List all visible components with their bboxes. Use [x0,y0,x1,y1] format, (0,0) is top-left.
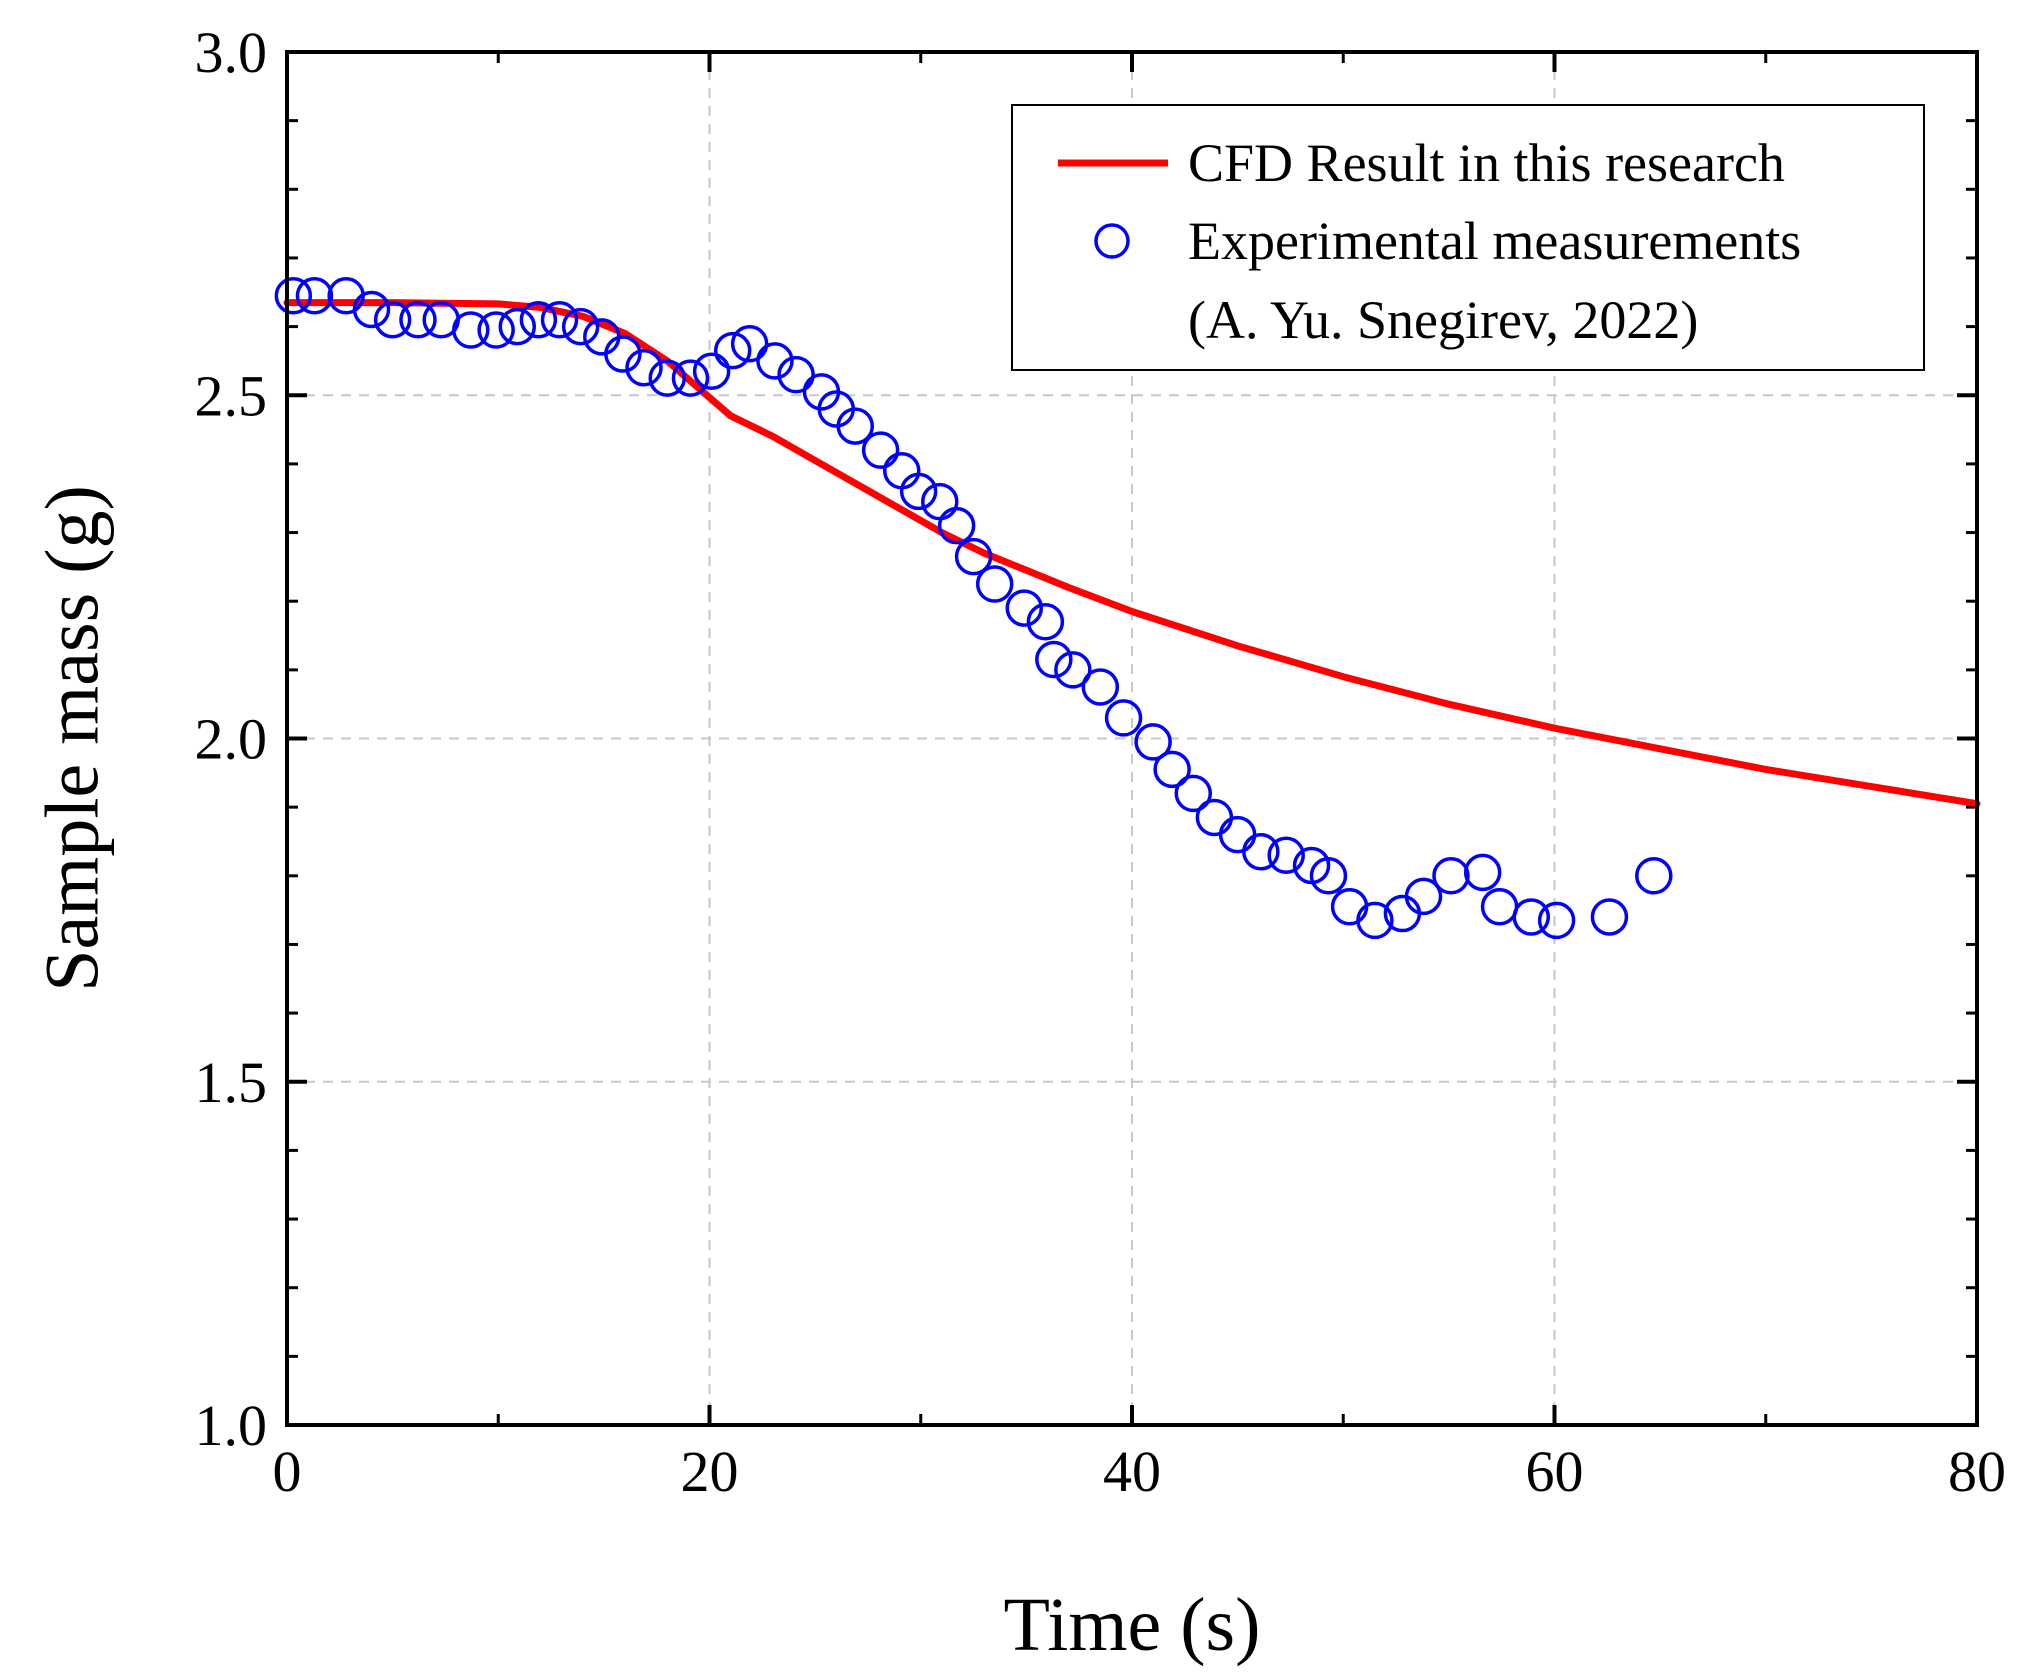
series-layer [274,276,1981,940]
legend-box [1011,104,1925,371]
y-tick-label: 2.0 [195,707,268,772]
experimental-point [730,325,769,363]
experimental-point [937,506,976,545]
experimental-point [477,311,515,349]
experimental-point [373,300,412,339]
experimental-point [1242,833,1280,871]
experimental-point [671,359,710,397]
experimental-point [861,431,900,469]
experimental-point [498,307,537,346]
experimental-point [1309,857,1348,895]
x-tick-label: 60 [1526,1439,1584,1504]
plot-frame [285,50,1979,1427]
x-tick-label: 20 [681,1439,739,1504]
grid-lines [287,52,1977,1425]
experimental-point [561,307,600,346]
experimental-point [604,335,642,373]
experimental-point [1480,887,1519,926]
experimental-point [1081,668,1120,706]
experimental-point [295,276,334,315]
experimental-point [1005,589,1044,627]
legend: CFD Result in this research Experimental… [1011,104,1925,371]
experimental-point [274,276,313,315]
experimental-point [1356,901,1394,940]
experimental-point [954,537,993,576]
legend-label-cfd: CFD Result in this research [1188,133,1785,193]
experimental-point [1590,898,1629,936]
x-axis-title: Time (s) [1004,1583,1261,1667]
x-tick-label: 80 [1948,1439,2006,1504]
y-tick-label: 3.0 [195,20,268,85]
experimental-point [540,300,579,339]
experimental-point [648,359,686,397]
x-tick-label: 40 [1103,1439,1161,1504]
experimental-point [452,311,490,349]
experimental-point [1195,798,1234,837]
experimental-point [975,565,1014,603]
experimental-point [713,331,752,370]
y-tick-label: 2.5 [195,363,268,428]
experimental-point [1104,699,1143,737]
experimental-point [1404,877,1443,916]
x-tick-labels: 0 20 40 60 80 [273,1439,2007,1504]
experimental-point [1026,603,1065,641]
experimental-point [1153,750,1191,789]
experimental-point [777,355,815,394]
experimental-point [352,290,391,329]
experimental-point [519,300,558,339]
experimental-point [1267,836,1305,874]
experimental-point [1035,640,1073,679]
experimental-point [327,276,365,315]
experimental-point [1134,723,1172,761]
legend-experimental-swatch [1094,223,1130,259]
experimental-point [921,482,959,521]
experimental-point [1635,857,1673,895]
experimental-point [1218,815,1257,854]
experimental-point [1463,853,1502,892]
x-tick-label: 0 [273,1439,302,1504]
y-tick-label: 1.0 [195,1393,268,1458]
experimental-point [1512,898,1551,936]
experimental-point [625,349,663,387]
y-tick-labels: 1.0 1.5 2.0 2.5 3.0 [195,20,268,1458]
experimental-point [1330,887,1369,926]
legend-label-experimental: Experimental measurements [1188,211,1801,271]
experimental-point [882,452,921,490]
experimental-point [836,407,875,445]
y-axis-title: Sample mass (g) [30,485,114,992]
experimental-point [756,342,794,380]
experimental-point [1054,651,1092,689]
experimental-point [1432,857,1470,895]
y-tick-label: 1.5 [195,1050,268,1115]
experimental-point [1537,901,1576,940]
legend-label-experimental-source: (A. Yu. Snegirev, 2022) [1188,290,1698,350]
experimental-point [899,472,938,511]
experimental-point [1174,774,1213,813]
cfd-result-line [283,299,1981,808]
experimental-point [399,300,437,339]
experimental-point [692,352,731,390]
